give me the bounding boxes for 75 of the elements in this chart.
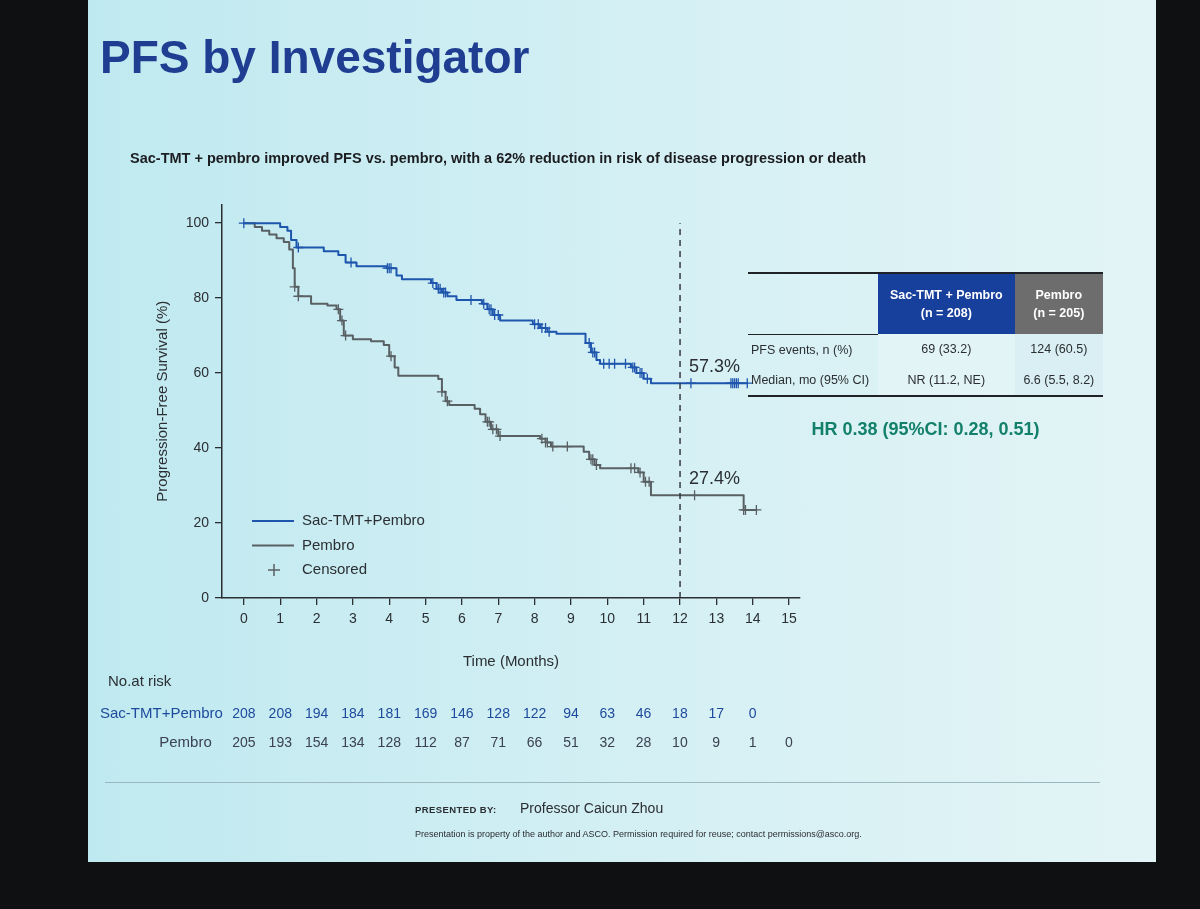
x-tick-label: 11: [636, 610, 652, 627]
x-tick-label: 7: [494, 610, 503, 627]
text: 112: [414, 733, 437, 750]
category-label: Pembro (n = 205): [1014, 273, 1103, 334]
legend-label: Pembro: [302, 535, 355, 553]
x-tick-label: 9: [567, 610, 576, 627]
x-tick-label: 12: [672, 610, 689, 627]
x-tick-label: 13: [708, 610, 725, 627]
text: 0: [748, 704, 757, 721]
text: 134: [341, 733, 365, 750]
category-label: Pembro: [159, 733, 212, 750]
x-tick-label: 2: [312, 610, 321, 627]
x-tick-label: 14: [744, 610, 761, 627]
text: 51: [563, 733, 579, 750]
category-label: Median, mo (95% CI): [751, 372, 870, 387]
text: 69 (33.2): [921, 342, 972, 357]
category-label: Sac-TMT + Pembro (n = 208): [878, 273, 1015, 334]
text: No.at risk: [108, 672, 172, 689]
text: 46: [635, 704, 652, 721]
text: 6.6 (5.5, 8.2): [1023, 372, 1095, 387]
y-tick-label: 0: [201, 588, 210, 605]
text: 205: [232, 733, 256, 750]
category-label: Sac-TMT+Pembro: [100, 704, 223, 721]
text: 10: [672, 733, 688, 750]
text: 208: [268, 704, 292, 721]
text: 184: [341, 704, 365, 721]
text: 63: [599, 704, 616, 721]
text: 18: [672, 704, 688, 721]
text: 124 (60.5): [1030, 342, 1088, 357]
x-tick-label: 0: [239, 610, 248, 627]
text: 32: [599, 733, 616, 750]
text: 128: [486, 704, 510, 721]
x-tick-label: 15: [781, 610, 798, 627]
x-tick-label: 10: [599, 610, 616, 627]
y-tick-label: 40: [193, 438, 210, 455]
text: 128: [377, 733, 401, 750]
text: 122: [522, 704, 547, 721]
legend-label: Censored: [302, 560, 368, 578]
annotation: 57.3%: [689, 356, 741, 377]
y-tick-label: 80: [193, 288, 210, 305]
text: 181: [377, 704, 401, 721]
text: 28: [635, 733, 652, 750]
text: 94: [563, 704, 579, 721]
chart-subtitle: Sac-TMT + pembro improved PFS vs. pembro, with a 62% reduction in risk of disease progression or death: [130, 150, 867, 166]
text: 71: [490, 733, 507, 750]
text: 66: [526, 733, 543, 750]
annotation: 27.4%: [689, 468, 741, 489]
text: 154: [304, 733, 329, 750]
x-tick-label: 8: [530, 610, 539, 627]
y-axis-title: Progression-Free Survival (%): [153, 300, 171, 502]
x-tick-label: 1: [276, 610, 285, 627]
x-axis-title: Time (Months): [462, 652, 560, 670]
text: 9: [712, 733, 721, 750]
category-label: PFS events, n (%): [751, 342, 853, 357]
y-tick-label: 100: [185, 214, 210, 230]
text: Presentation is property of the author and ASCO. Permission required for reuse; contact permissions@asco.org.: [415, 829, 862, 839]
x-tick-label: 5: [421, 610, 430, 627]
text: HR 0.38 (95%CI: 0.28, 0.51): [811, 418, 1040, 439]
text: 17: [708, 704, 725, 721]
text: 87: [454, 733, 470, 750]
y-tick-label: 60: [193, 363, 210, 380]
text: NR (11.2, NE): [907, 372, 986, 387]
text: 193: [268, 733, 292, 750]
x-tick-label: 6: [458, 610, 467, 627]
text: 208: [232, 704, 256, 721]
x-tick-label: 3: [348, 610, 357, 627]
y-tick-label: 20: [193, 513, 210, 530]
text: 169: [413, 704, 438, 721]
text: Professor Caicun Zhou: [520, 800, 664, 816]
x-tick-label: 4: [385, 610, 394, 627]
chart-title: PFS by Investigator: [100, 31, 530, 83]
legend-label: Sac-TMT+Pembro: [302, 511, 425, 529]
text: 194: [304, 704, 329, 721]
text: PRESENTED BY:: [415, 804, 497, 815]
text: 146: [450, 704, 474, 721]
